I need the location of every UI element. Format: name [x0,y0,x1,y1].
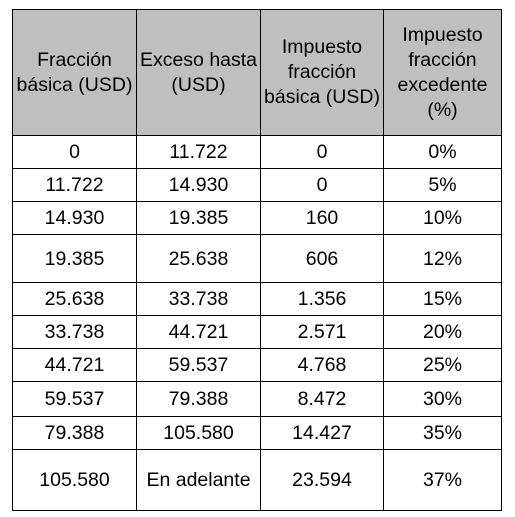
cell-exceso-hasta: 33.738 [136,282,261,316]
header-fraccion-basica: Fracción básica (USD) [12,9,137,136]
table-row: 79.388 105.580 14.427 35% [12,416,502,450]
cell-fraccion-basica: 44.721 [12,348,137,382]
cell-fraccion-basica: 19.385 [12,234,137,283]
header-exceso-hasta: Exceso hasta (USD) [136,9,261,136]
cell-impuesto-basica: 14.427 [260,416,384,450]
cell-exceso-hasta: 105.580 [136,416,261,450]
cell-impuesto-excedente: 5% [383,168,502,202]
cell-impuesto-basica: 0 [260,135,384,169]
cell-impuesto-excedente: 37% [383,449,502,511]
cell-impuesto-basica: 1.356 [260,282,384,316]
cell-impuesto-basica: 23.594 [260,449,384,511]
header-impuesto-fraccion-excedente: Impuesto fracción excedente (%) [383,9,502,136]
table-row: 19.385 25.638 606 12% [12,234,502,283]
table-row: 33.738 44.721 2.571 20% [12,315,502,349]
header-impuesto-fraccion-basica: Impuesto fracción básica (USD) [260,9,384,136]
cell-impuesto-excedente: 15% [383,282,502,316]
table-row: 44.721 59.537 4.768 25% [12,348,502,382]
cell-fraccion-basica: 11.722 [12,168,137,202]
cell-impuesto-basica: 4.768 [260,348,384,382]
cell-impuesto-excedente: 0% [383,135,502,169]
cell-impuesto-basica: 2.571 [260,315,384,349]
cell-impuesto-excedente: 25% [383,348,502,382]
cell-exceso-hasta: 79.388 [136,381,261,417]
tax-bracket-table: Fracción básica (USD) Exceso hasta (USD)… [12,9,502,511]
cell-exceso-hasta: 11.722 [136,135,261,169]
cell-impuesto-excedente: 30% [383,381,502,417]
table-row: 0 11.722 0 0% [12,135,502,169]
cell-exceso-hasta: 44.721 [136,315,261,349]
cell-exceso-hasta: 59.537 [136,348,261,382]
cell-fraccion-basica: 59.537 [12,381,137,417]
table-row: 59.537 79.388 8.472 30% [12,381,502,417]
cell-exceso-hasta: 25.638 [136,234,261,283]
table-row: 25.638 33.738 1.356 15% [12,282,502,316]
cell-fraccion-basica: 25.638 [12,282,137,316]
cell-impuesto-excedente: 20% [383,315,502,349]
cell-impuesto-excedente: 12% [383,234,502,283]
cell-impuesto-basica: 0 [260,168,384,202]
cell-impuesto-excedente: 35% [383,416,502,450]
table-row: 14.930 19.385 160 10% [12,201,502,235]
cell-impuesto-basica: 8.472 [260,381,384,417]
table-row: 11.722 14.930 0 5% [12,168,502,202]
cell-exceso-hasta: 14.930 [136,168,261,202]
cell-fraccion-basica: 33.738 [12,315,137,349]
table-row: 105.580 En adelante 23.594 37% [12,449,502,511]
tax-table-container: Fracción básica (USD) Exceso hasta (USD)… [12,9,502,511]
cell-impuesto-basica: 606 [260,234,384,283]
cell-fraccion-basica: 105.580 [12,449,137,511]
cell-exceso-hasta: 19.385 [136,201,261,235]
cell-exceso-hasta: En adelante [136,449,261,511]
cell-fraccion-basica: 79.388 [12,416,137,450]
cell-fraccion-basica: 14.930 [12,201,137,235]
cell-impuesto-excedente: 10% [383,201,502,235]
table-header-row: Fracción básica (USD) Exceso hasta (USD)… [12,9,502,136]
cell-fraccion-basica: 0 [12,135,137,169]
cell-impuesto-basica: 160 [260,201,384,235]
